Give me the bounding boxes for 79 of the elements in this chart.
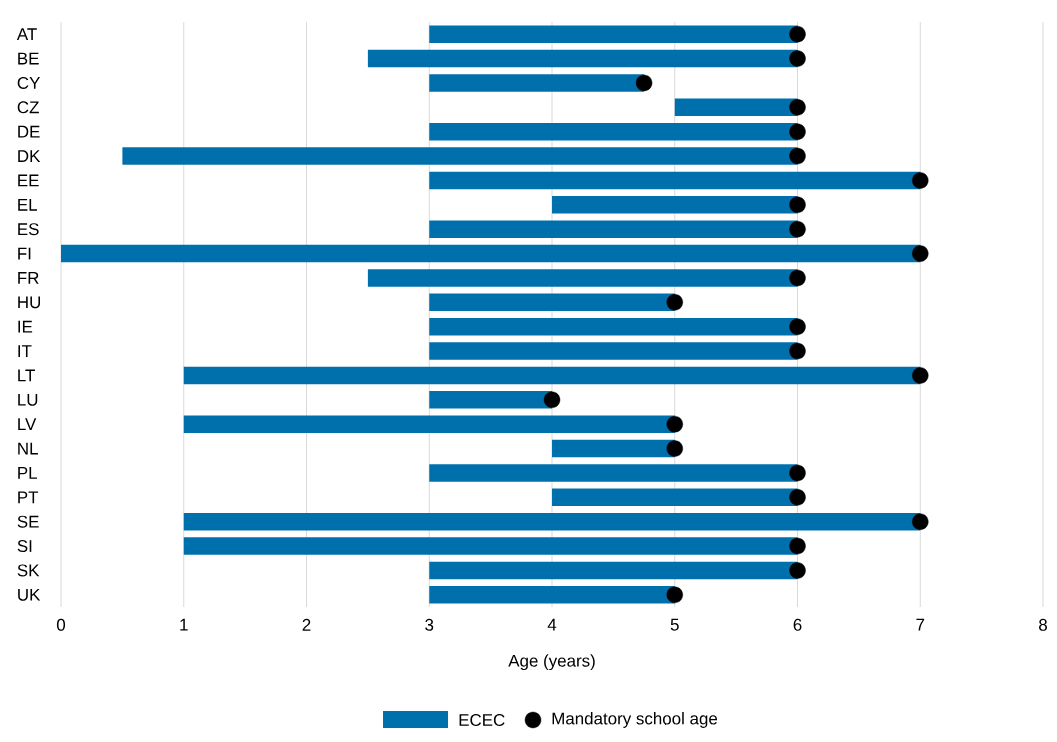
bar xyxy=(429,122,798,141)
y-tick-label: BE xyxy=(18,52,39,65)
x-tick-label: 7 xyxy=(916,618,925,631)
bar xyxy=(367,269,798,287)
y-tick-label: SE xyxy=(17,515,39,528)
y-tick-label: LU xyxy=(18,393,38,406)
point xyxy=(789,464,806,482)
y-tick-label: PL xyxy=(18,467,38,479)
y-tick-label: DK xyxy=(18,150,41,162)
bar xyxy=(429,317,798,336)
bar xyxy=(429,391,553,409)
y-tick-label: LV xyxy=(18,418,37,430)
point xyxy=(789,489,806,506)
point xyxy=(666,586,683,603)
y-tick-label: FI xyxy=(18,247,31,260)
point xyxy=(789,342,806,360)
bar xyxy=(429,74,645,92)
point xyxy=(789,537,806,555)
bar xyxy=(674,98,798,117)
point xyxy=(912,245,929,262)
x-tick-label: 2 xyxy=(302,618,311,631)
y-tick-label: CZ xyxy=(17,101,39,114)
y-tick-label: EE xyxy=(18,174,39,187)
point xyxy=(789,50,806,67)
y-tick-label: SK xyxy=(17,564,40,577)
bar xyxy=(429,25,798,43)
y-tick-label: DE xyxy=(18,125,40,138)
point xyxy=(789,220,806,238)
y-tick-label: CY xyxy=(17,76,40,89)
bar xyxy=(429,293,675,312)
point xyxy=(789,196,806,213)
x-axis-title: Age (years) xyxy=(508,654,595,671)
legend-label: Mandatory school age xyxy=(552,712,718,728)
y-tick-label: FR xyxy=(18,272,39,284)
bar xyxy=(429,586,675,604)
y-tick-label: EL xyxy=(18,198,38,211)
y-tick-label: IE xyxy=(18,320,33,333)
y-tick-label: NL xyxy=(18,442,38,455)
point xyxy=(789,123,806,140)
x-tick-label: 4 xyxy=(547,618,557,631)
point xyxy=(789,318,806,335)
y-tick-label: AT xyxy=(16,28,37,40)
point xyxy=(912,367,929,384)
x-tick-label: 8 xyxy=(1039,618,1047,631)
point xyxy=(789,147,806,165)
point xyxy=(666,294,683,311)
bar xyxy=(552,488,798,507)
y-tick-label: PT xyxy=(18,491,39,504)
bar xyxy=(429,220,798,238)
point xyxy=(666,415,683,433)
y-tick-label: SI xyxy=(17,540,32,553)
y-tick-label: IT xyxy=(18,345,32,357)
bar xyxy=(429,464,798,482)
point xyxy=(789,562,806,579)
y-tick-label: HU xyxy=(18,296,40,309)
legend-label: ECEC xyxy=(459,713,505,726)
bar xyxy=(552,439,675,458)
bar xyxy=(183,512,921,531)
bar xyxy=(183,537,798,555)
point xyxy=(666,440,683,457)
y-tick-label: LT xyxy=(18,369,35,382)
bar xyxy=(183,415,675,433)
x-tick-label: 5 xyxy=(670,618,679,631)
y-tick-label: UK xyxy=(18,588,41,601)
x-tick-label: 0 xyxy=(56,618,66,631)
point xyxy=(789,25,806,43)
bar xyxy=(429,342,798,360)
x-tick-label: 6 xyxy=(793,618,802,631)
y-tick-label: ES xyxy=(18,223,39,236)
point xyxy=(635,74,653,92)
x-tick-label: 1 xyxy=(180,618,188,631)
bar xyxy=(552,196,798,214)
point xyxy=(912,172,929,189)
point xyxy=(543,391,561,408)
bar xyxy=(122,147,798,165)
point xyxy=(789,99,806,116)
point xyxy=(789,269,806,287)
point xyxy=(912,513,929,530)
x-tick-label: 3 xyxy=(425,618,434,631)
